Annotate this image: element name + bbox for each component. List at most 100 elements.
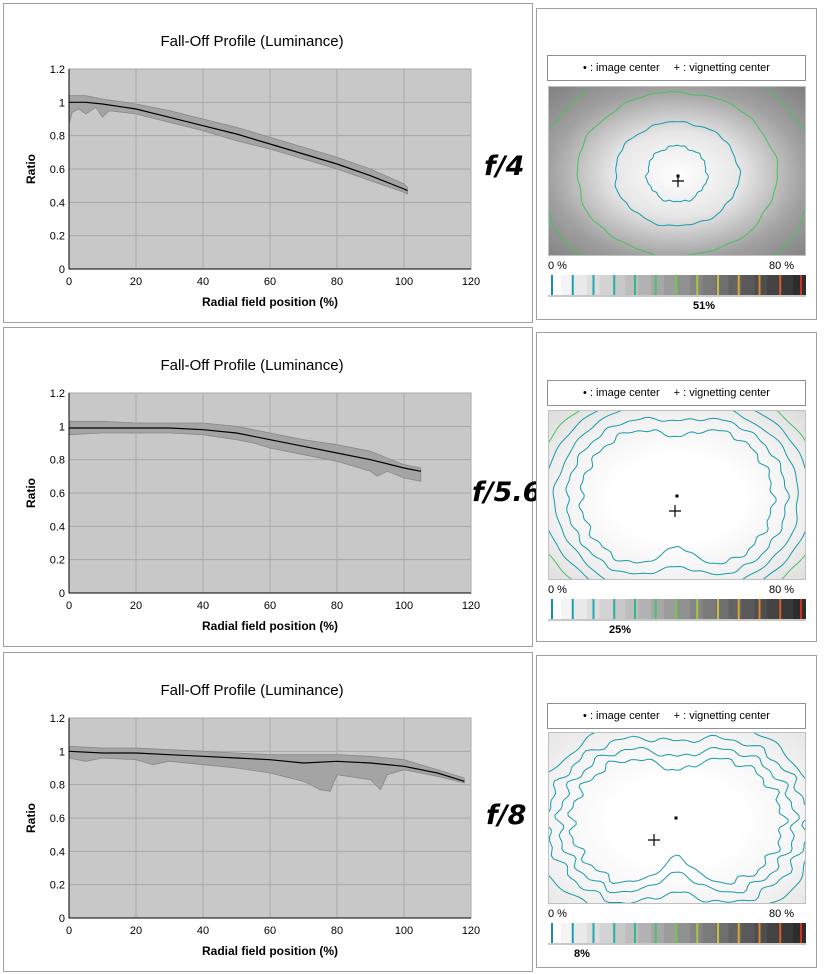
image-center-marker: [674, 816, 678, 820]
scale-max-label: 80 %: [769, 908, 795, 920]
scale-swatch: [793, 923, 806, 943]
row-f4: 0 0.2 0.4 0.6 0.8 1 1.2 0 20 40 60 80 100 120 Fall-Off…: [3, 3, 821, 323]
scale-swatch: [638, 923, 652, 943]
scale-swatch: [638, 599, 652, 619]
vignetting-map: [548, 410, 806, 580]
scale-swatch: [664, 923, 678, 943]
x-tick-label: 20: [130, 600, 142, 612]
contour-line: [554, 746, 800, 894]
scale-min-label: 0 %: [548, 260, 567, 272]
image-center-marker: [675, 494, 679, 498]
y-tick-label: 0: [59, 913, 65, 925]
color-scale-bar: [548, 275, 806, 297]
y-axis-title: Ratio: [24, 803, 38, 833]
scale-swatch: [664, 275, 678, 295]
contour-line: [567, 757, 789, 885]
scale-swatch: [715, 599, 730, 619]
scale-swatch: [573, 275, 588, 295]
falloff-chart: 0 0.2 0.4 0.6 0.8 1 1.2 0 20 40 60 80 100 120 Fall-Off…: [24, 682, 480, 958]
scale-swatch: [560, 275, 575, 295]
scale-swatch: [793, 599, 806, 619]
y-tick-label: 0.4: [50, 197, 65, 209]
x-tick-label: 20: [130, 925, 142, 937]
y-axis-title: Ratio: [24, 478, 38, 508]
color-scale-bar: [548, 599, 806, 621]
map-border: [548, 86, 806, 256]
legend-image-center: • : image center: [583, 710, 660, 722]
falloff-chart: 0 0.2 0.4 0.6 0.8 1 1.2 0 20 40 60 80 100 120 Fall-Off…: [24, 33, 480, 309]
vignetting-map: [548, 86, 806, 256]
legend-vignetting-center: + : vignetting center: [673, 62, 770, 74]
x-tick-label: 60: [264, 925, 276, 937]
scale-min-label: 0 %: [548, 908, 567, 920]
scale-swatch: [741, 923, 755, 943]
contour-line: [614, 121, 742, 227]
x-tick-label: 0: [66, 600, 72, 612]
scale-swatch: [741, 275, 755, 295]
x-tick-label: 120: [462, 925, 480, 937]
scale-swatch: [780, 923, 794, 943]
scale-swatch: [573, 923, 588, 943]
vignetting-percent: 51%: [693, 300, 716, 312]
vignetting-percent: 8%: [574, 948, 590, 960]
scale-swatch: [612, 599, 626, 619]
scale-swatch: [664, 599, 678, 619]
range-band: [68, 95, 408, 195]
legend-image-center: • : image center: [583, 62, 660, 74]
scale-swatch: [780, 599, 794, 619]
aperture-label: f/4: [484, 151, 525, 182]
x-tick-label: 20: [130, 276, 142, 288]
vignetting-center-marker: [669, 505, 681, 517]
legend-image-center: • : image center: [583, 387, 660, 399]
y-tick-label: 1.2: [50, 713, 65, 725]
x-tick-label: 40: [197, 925, 209, 937]
y-tick-label: 0.2: [50, 880, 65, 892]
scale-swatch: [548, 599, 562, 619]
chart-title: Fall-Off Profile (Luminance): [160, 682, 343, 699]
legend-vignetting-center: + : vignetting center: [673, 387, 770, 399]
x-tick-label: 80: [331, 925, 343, 937]
mean-line: [68, 750, 465, 782]
scale-swatch: [741, 599, 755, 619]
scale-swatch: [728, 599, 742, 619]
scale-swatch: [677, 599, 691, 619]
vignetting-map-panel: • : image center + : vignetting center 0…: [536, 655, 817, 968]
x-tick-label: 40: [197, 600, 209, 612]
scale-swatch: [560, 599, 575, 619]
scale-swatch: [754, 599, 768, 619]
contour-line: [565, 416, 790, 576]
vignetting-map-panel: • : image center + : vignetting center 0…: [536, 8, 817, 320]
x-tick-label: 0: [66, 276, 72, 288]
x-tick-label: 100: [395, 276, 413, 288]
contour-line: [645, 144, 709, 203]
scale-swatch: [728, 275, 742, 295]
scale-max-label: 80 %: [769, 584, 795, 596]
y-tick-label: 1: [59, 421, 65, 433]
x-tick-label: 0: [66, 925, 72, 937]
scale-swatch: [612, 275, 626, 295]
scale-swatch: [754, 275, 768, 295]
scale-swatch: [651, 599, 665, 619]
x-tick-label: 80: [331, 600, 343, 612]
x-tick-label: 120: [462, 600, 480, 612]
x-tick-label: 100: [395, 925, 413, 937]
y-tick-label: 1.2: [50, 388, 65, 400]
aperture-label: f/5.6: [472, 477, 542, 508]
scale-swatch: [548, 275, 562, 295]
contour-line: [552, 410, 799, 580]
y-tick-label: 0.8: [50, 780, 65, 792]
map-legend: • : image center + : vignetting center: [547, 703, 806, 729]
y-tick-label: 0.6: [50, 813, 65, 825]
scale-swatch: [573, 599, 588, 619]
y-tick-label: 0.4: [50, 521, 65, 533]
scale-swatch: [754, 923, 768, 943]
scale-swatch: [702, 275, 717, 295]
vignetting-percent: 25%: [609, 624, 632, 636]
scale-swatch: [702, 599, 717, 619]
contour-line: [548, 734, 806, 904]
vignetting-map: [548, 732, 806, 904]
chart-title: Fall-Off Profile (Luminance): [160, 33, 343, 50]
x-tick-label: 120: [462, 276, 480, 288]
x-tick-label: 40: [197, 276, 209, 288]
chart-panel: 0 0.2 0.4 0.6 0.8 1 1.2 0 20 40 60 80 100 120 Fall-Off…: [3, 327, 533, 647]
